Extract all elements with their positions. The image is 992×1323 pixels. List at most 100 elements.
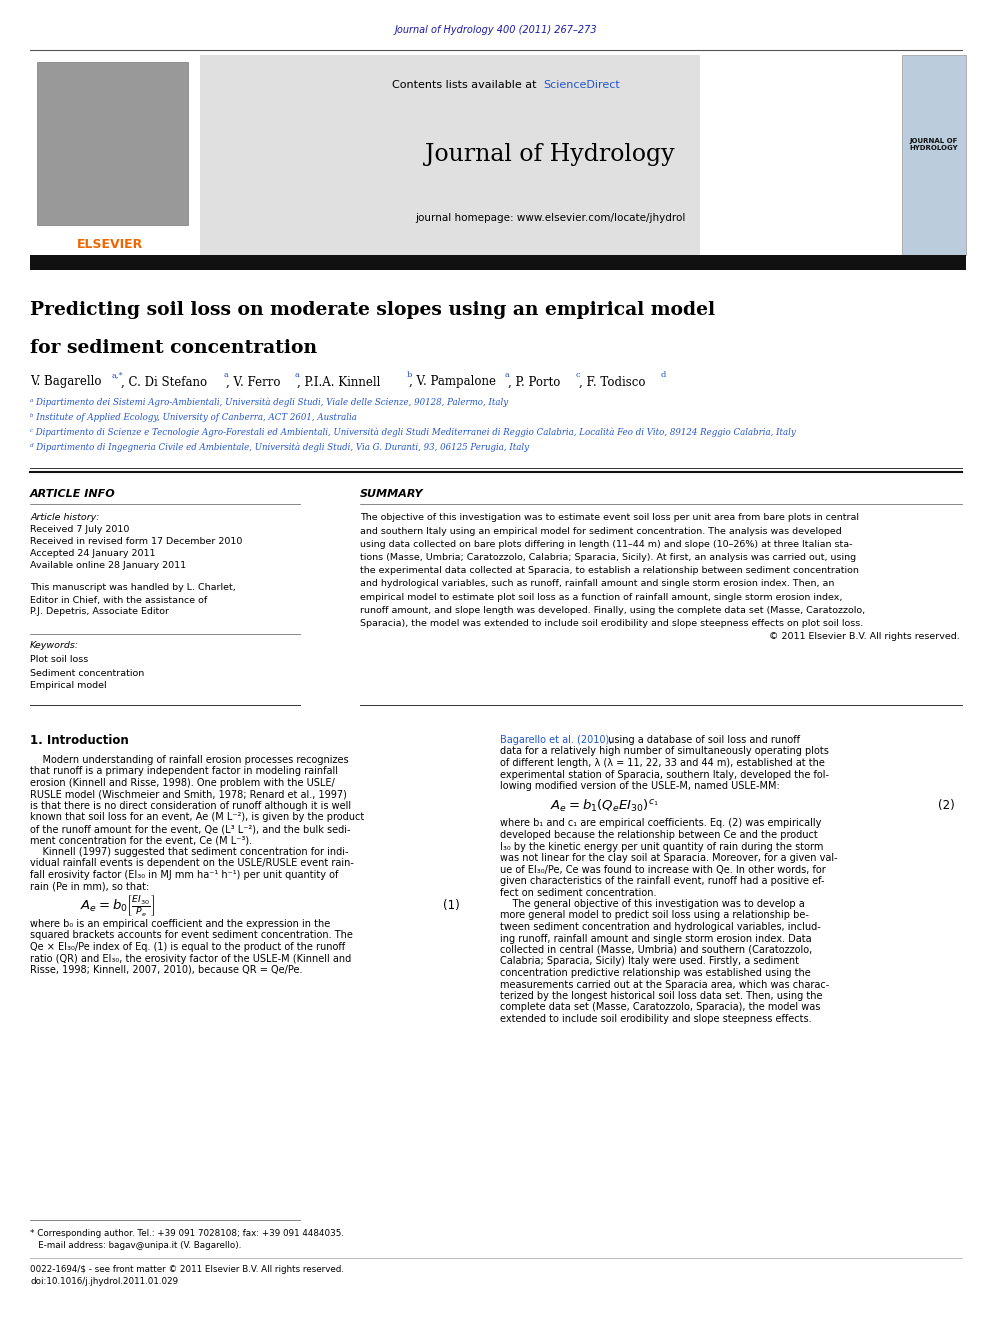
Text: 1. Introduction: 1. Introduction <box>30 733 129 746</box>
Bar <box>30 56 195 255</box>
Text: , V. Pampalone: , V. Pampalone <box>410 376 496 389</box>
Text: Kinnell (1997) suggested that sediment concentration for indi-: Kinnell (1997) suggested that sediment c… <box>30 847 348 857</box>
Text: ᵃ Dipartimento dei Sistemi Agro-Ambientali, Università degli Studi, Viale delle : ᵃ Dipartimento dei Sistemi Agro-Ambienta… <box>30 397 508 406</box>
Text: * Corresponding author. Tel.: +39 091 7028108; fax: +39 091 4484035.: * Corresponding author. Tel.: +39 091 70… <box>30 1229 344 1238</box>
Text: for sediment concentration: for sediment concentration <box>30 339 317 357</box>
Text: © 2011 Elsevier B.V. All rights reserved.: © 2011 Elsevier B.V. All rights reserved… <box>769 632 960 642</box>
Text: where b₀ is an empirical coefficient and the expression in the: where b₀ is an empirical coefficient and… <box>30 919 330 929</box>
Text: Sediment concentration: Sediment concentration <box>30 668 144 677</box>
Text: the experimental data collected at Sparacia, to establish a relationship between: the experimental data collected at Spara… <box>360 566 859 576</box>
Text: using data collected on bare plots differing in length (11–44 m) and slope (10–2: using data collected on bare plots diffe… <box>360 540 852 549</box>
Text: Received in revised form 17 December 2010: Received in revised form 17 December 201… <box>30 537 242 546</box>
Text: Journal of Hydrology 400 (2011) 267–273: Journal of Hydrology 400 (2011) 267–273 <box>395 25 597 34</box>
Text: d: d <box>661 370 666 378</box>
Text: ARTICLE INFO: ARTICLE INFO <box>30 490 116 499</box>
Text: runoff amount, and slope length was developed. Finally, using the complete data : runoff amount, and slope length was deve… <box>360 606 865 615</box>
Text: tions (Masse, Umbria; Caratozzolo, Calabria; Sparacia, Sicily). At first, an ana: tions (Masse, Umbria; Caratozzolo, Calab… <box>360 553 856 562</box>
Bar <box>200 56 700 255</box>
Text: The general objective of this investigation was to develop a: The general objective of this investigat… <box>500 900 805 909</box>
Text: , V. Ferro: , V. Ferro <box>226 376 281 389</box>
Text: SUMMARY: SUMMARY <box>360 490 424 499</box>
Text: developed because the relationship between Ce and the product: developed because the relationship betwe… <box>500 830 817 840</box>
Text: $A_e = b_0\left[\frac{EI_{30}}{P_e}\right]$: $A_e = b_0\left[\frac{EI_{30}}{P_e}\righ… <box>80 893 156 918</box>
Text: JOURNAL OF
HYDROLOGY: JOURNAL OF HYDROLOGY <box>910 139 958 152</box>
Text: complete data set (Masse, Caratozzolo, Sparacia), the model was: complete data set (Masse, Caratozzolo, S… <box>500 1003 820 1012</box>
Text: V. Bagarello: V. Bagarello <box>30 376 101 389</box>
Text: of different length, λ (λ = 11, 22, 33 and 44 m), established at the: of different length, λ (λ = 11, 22, 33 a… <box>500 758 825 767</box>
Text: collected in central (Masse, Umbria) and southern (Caratozzolo,: collected in central (Masse, Umbria) and… <box>500 945 812 955</box>
Text: Modern understanding of rainfall erosion processes recognizes: Modern understanding of rainfall erosion… <box>30 755 348 765</box>
Text: (1): (1) <box>443 900 460 913</box>
Text: ue of EI₃₀/Pe, Ce was found to increase with Qe. In other words, for: ue of EI₃₀/Pe, Ce was found to increase … <box>500 864 825 875</box>
Text: ment concentration for the event, Ce (M L⁻³).: ment concentration for the event, Ce (M … <box>30 836 252 845</box>
Text: and southern Italy using an empirical model for sediment concentration. The anal: and southern Italy using an empirical mo… <box>360 527 842 536</box>
Text: doi:10.1016/j.jhydrol.2011.01.029: doi:10.1016/j.jhydrol.2011.01.029 <box>30 1278 179 1286</box>
Text: a: a <box>223 370 228 378</box>
Text: Bagarello et al. (2010),: Bagarello et al. (2010), <box>500 736 612 745</box>
Text: more general model to predict soil loss using a relationship be-: more general model to predict soil loss … <box>500 910 808 921</box>
Text: terized by the longest historical soil loss data set. Then, using the: terized by the longest historical soil l… <box>500 991 822 1002</box>
Text: ᵇ Institute of Applied Ecology, University of Canberra, ACT 2601, Australia: ᵇ Institute of Applied Ecology, Universi… <box>30 413 357 422</box>
Text: This manuscript was handled by L. Charlet,: This manuscript was handled by L. Charle… <box>30 583 236 593</box>
Text: The objective of this investigation was to estimate event soil loss per unit are: The objective of this investigation was … <box>360 513 859 523</box>
Text: ratio (QR) and EI₃₀, the erosivity factor of the USLE-M (Kinnell and: ratio (QR) and EI₃₀, the erosivity facto… <box>30 954 351 963</box>
Text: ᵈ Dipartimento di Ingegneria Civile ed Ambientale, Università degli Studi, Via G: ᵈ Dipartimento di Ingegneria Civile ed A… <box>30 442 529 451</box>
Text: Keywords:: Keywords: <box>30 642 79 651</box>
Text: , F. Todisco: , F. Todisco <box>579 376 646 389</box>
Text: Received 7 July 2010: Received 7 July 2010 <box>30 525 129 534</box>
Bar <box>30 255 966 270</box>
Text: Article history:: Article history: <box>30 513 99 523</box>
Text: using a database of soil loss and runoff: using a database of soil loss and runoff <box>605 736 800 745</box>
Text: RUSLE model (Wischmeier and Smith, 1978; Renard et al., 1997): RUSLE model (Wischmeier and Smith, 1978;… <box>30 790 347 799</box>
Text: squared brackets accounts for event sediment concentration. The: squared brackets accounts for event sedi… <box>30 930 353 941</box>
Text: known that soil loss for an event, Ae (M L⁻²), is given by the product: known that soil loss for an event, Ae (M… <box>30 812 364 823</box>
Bar <box>37 62 188 225</box>
Text: , P.I.A. Kinnell: , P.I.A. Kinnell <box>298 376 381 389</box>
Text: Accepted 24 January 2011: Accepted 24 January 2011 <box>30 549 156 558</box>
Text: Sparacia), the model was extended to include soil erodibility and slope steepnes: Sparacia), the model was extended to inc… <box>360 619 863 628</box>
Text: Risse, 1998; Kinnell, 2007, 2010), because QR = Qe/Pe.: Risse, 1998; Kinnell, 2007, 2010), becau… <box>30 964 303 975</box>
Text: Predicting soil loss on moderate slopes using an empirical model: Predicting soil loss on moderate slopes … <box>30 302 715 319</box>
Text: ing runoff, rainfall amount and single storm erosion index. Data: ing runoff, rainfall amount and single s… <box>500 934 811 943</box>
Text: Qe × EI₃₀/Pe index of Eq. (1) is equal to the product of the runoff: Qe × EI₃₀/Pe index of Eq. (1) is equal t… <box>30 942 345 953</box>
Text: E-mail address: bagav@unipa.it (V. Bagarello).: E-mail address: bagav@unipa.it (V. Bagar… <box>30 1241 241 1250</box>
Text: rain (Pe in mm), so that:: rain (Pe in mm), so that: <box>30 881 149 892</box>
Text: measurements carried out at the Sparacia area, which was charac-: measurements carried out at the Sparacia… <box>500 979 829 990</box>
Text: (2): (2) <box>938 799 955 812</box>
Text: Journal of Hydrology: Journal of Hydrology <box>426 143 675 167</box>
Text: Available online 28 January 2011: Available online 28 January 2011 <box>30 561 186 570</box>
Text: was not linear for the clay soil at Sparacia. Moreover, for a given val-: was not linear for the clay soil at Spar… <box>500 853 837 863</box>
Text: c: c <box>575 370 580 378</box>
Text: 0022-1694/$ - see front matter © 2011 Elsevier B.V. All rights reserved.: 0022-1694/$ - see front matter © 2011 El… <box>30 1266 344 1274</box>
Text: a,*: a,* <box>112 370 123 378</box>
Text: that runoff is a primary independent factor in modeling rainfall: that runoff is a primary independent fac… <box>30 766 338 777</box>
Text: data for a relatively high number of simultaneously operating plots: data for a relatively high number of sim… <box>500 746 829 757</box>
Text: ᶜ Dipartimento di Scienze e Tecnologie Agro-Forestali ed Ambientali, Università : ᶜ Dipartimento di Scienze e Tecnologie A… <box>30 427 796 437</box>
Text: fect on sediment concentration.: fect on sediment concentration. <box>500 888 657 897</box>
Text: journal homepage: www.elsevier.com/locate/jhydrol: journal homepage: www.elsevier.com/locat… <box>415 213 685 224</box>
Text: concentration predictive relationship was established using the: concentration predictive relationship wa… <box>500 968 810 978</box>
Text: of the runoff amount for the event, Qe (L³ L⁻²), and the bulk sedi-: of the runoff amount for the event, Qe (… <box>30 824 350 833</box>
Text: , P. Porto: , P. Porto <box>508 376 560 389</box>
Text: ELSEVIER: ELSEVIER <box>76 238 143 250</box>
Text: Empirical model: Empirical model <box>30 681 106 691</box>
Text: Calabria; Sparacia, Sicily) Italy were used. Firstly, a sediment: Calabria; Sparacia, Sicily) Italy were u… <box>500 957 799 967</box>
Text: empirical model to estimate plot soil loss as a function of rainfall amount, sin: empirical model to estimate plot soil lo… <box>360 593 842 602</box>
Text: erosion (Kinnell and Risse, 1998). One problem with the USLE/: erosion (Kinnell and Risse, 1998). One p… <box>30 778 334 789</box>
Text: a: a <box>295 370 300 378</box>
Text: a: a <box>505 370 510 378</box>
Text: is that there is no direct consideration of runoff although it is well: is that there is no direct consideration… <box>30 800 351 811</box>
Text: Contents lists available at: Contents lists available at <box>392 79 540 90</box>
Text: extended to include soil erodibility and slope steepness effects.: extended to include soil erodibility and… <box>500 1013 811 1024</box>
Text: b: b <box>407 370 412 378</box>
Text: vidual rainfall events is dependent on the USLE/RUSLE event rain-: vidual rainfall events is dependent on t… <box>30 859 354 868</box>
Text: experimental station of Sparacia, southern Italy, developed the fol-: experimental station of Sparacia, southe… <box>500 770 829 779</box>
Text: , C. Di Stefano: , C. Di Stefano <box>121 376 207 389</box>
Text: lowing modified version of the USLE-M, named USLE-MM:: lowing modified version of the USLE-M, n… <box>500 781 780 791</box>
Text: Editor in Chief, with the assistance of: Editor in Chief, with the assistance of <box>30 595 207 605</box>
Text: ScienceDirect: ScienceDirect <box>543 79 620 90</box>
Text: where b₁ and c₁ are empirical coefficients. Eq. (2) was empirically: where b₁ and c₁ are empirical coefficien… <box>500 819 821 828</box>
Text: P.J. Depetris, Associate Editor: P.J. Depetris, Associate Editor <box>30 607 169 617</box>
Bar <box>902 56 966 255</box>
Text: given characteristics of the rainfall event, runoff had a positive ef-: given characteristics of the rainfall ev… <box>500 876 824 886</box>
